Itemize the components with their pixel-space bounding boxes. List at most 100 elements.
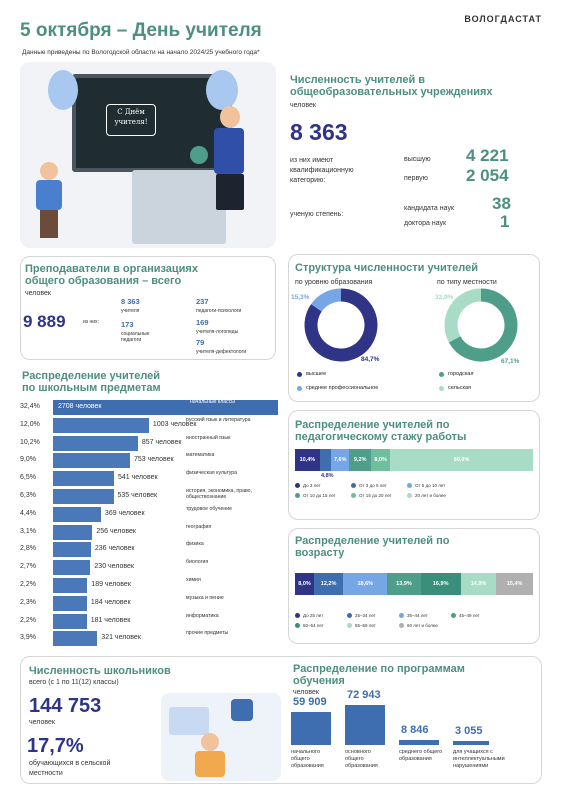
legend-label: 20 лет и более <box>415 493 446 498</box>
stacked-segment: 7,6% <box>331 449 350 471</box>
highest-label: высшую <box>404 156 431 163</box>
program-value: 3 055 <box>455 725 483 737</box>
subjects-title: Распределение учителей по школьным предм… <box>22 370 161 394</box>
stacked-segment: 60,0% <box>390 449 533 471</box>
experience-legend: До 3 лет От 3 до 5 лет От 5 до 10 лет От 10… <box>295 483 533 513</box>
category-label: химия <box>186 577 201 583</box>
teachers-total: 8 363 <box>290 119 348 145</box>
structure-left-label: по уровню образования <box>295 279 373 286</box>
donut-label: 84,7% <box>361 356 380 363</box>
subject-bar <box>53 417 149 433</box>
legend-item: высшее <box>297 371 326 377</box>
legend-label: 35–44 лет <box>407 613 428 618</box>
category-label: иностранный язык <box>186 434 231 441</box>
subject-bar <box>53 506 101 522</box>
legend-item: 60 лет и более <box>399 623 438 628</box>
staff-item-value: 169 <box>196 318 209 327</box>
globe-icon <box>190 146 208 164</box>
legend-dot <box>399 623 404 628</box>
students-unit: человек <box>29 719 55 726</box>
age-legend: До 25 лет 25–34 лет 35–44 лет 45–49 лет 50–5… <box>295 613 533 639</box>
category-label: трудовое обучение <box>186 505 233 512</box>
category-label: прочие предметы <box>186 630 229 637</box>
stacked-segment: 9,2% <box>349 449 372 471</box>
student-head <box>40 162 58 180</box>
value-label: 321 человек <box>101 634 141 642</box>
program-label: среднего общего образования <box>399 749 443 762</box>
donut-label: 32,9% <box>435 294 454 301</box>
programs-chart: 59 909 начального общего образования 72 94… <box>291 689 537 785</box>
donut-label: 67,1% <box>501 358 520 365</box>
subject-bar <box>53 524 93 540</box>
value-label: 535 человек <box>117 492 158 499</box>
pct-label: 3,9% <box>20 634 36 642</box>
teacher-desk <box>132 170 226 244</box>
legend-dot <box>407 483 412 488</box>
staff-item-label: учителя-дефектологи <box>196 349 247 355</box>
value-label: 753 человек <box>134 456 174 464</box>
staff-item-label: социальные педагоги <box>121 331 150 343</box>
staff-card: Преподаватели в организациях общего обра… <box>20 256 276 360</box>
value-label: 181 человек <box>90 616 131 624</box>
category-label: музыка и пение <box>186 594 224 601</box>
staff-title: Преподаватели в организациях общего обра… <box>25 263 198 287</box>
stacked-segment: 13,9% <box>387 573 421 595</box>
chalkboard <box>72 74 232 172</box>
donut-label: 15,3% <box>291 294 310 301</box>
value-label: 236 человек <box>94 545 135 553</box>
category-label: география <box>186 523 212 530</box>
staff-item-label: педагоги-психологи <box>196 308 242 314</box>
subjects-chart: 32,4% 2708 человек начальные классы 12,0% 10… <box>20 399 282 654</box>
donut-slice <box>311 288 342 312</box>
staff-item-value: 173 <box>121 320 134 329</box>
legend-dot <box>295 613 300 618</box>
students-illustration <box>161 693 281 781</box>
program-label: основного общего образования <box>345 749 378 769</box>
legend-label: От 10 до 15 лет <box>303 493 336 498</box>
age-bar: 8,0% 12,2% 18,6% 13,9% 16,9% 14,9% 15,4% <box>295 573 533 595</box>
program-label: начального общего образования <box>291 749 324 769</box>
rural-label: обучающихся в сельской местности <box>29 760 111 777</box>
staff-item-value: 237 <box>196 297 209 306</box>
structure-title: Структура численности учителей <box>295 262 478 274</box>
staff-item-value: 8 363 <box>121 297 140 306</box>
legend-dot <box>295 493 300 498</box>
first-value: 2 054 <box>466 166 509 185</box>
legend-label: От 15 до 20 лет <box>359 493 392 498</box>
teacher-skirt <box>216 174 244 210</box>
staff-of-which: из них: <box>83 319 99 325</box>
teachers-qual-label: из них имеют квалификационную категорию: <box>290 157 354 184</box>
legend-item: среднее профессиональное <box>297 385 378 391</box>
legend-item: От 5 до 10 лет <box>407 483 445 488</box>
teacher-illustration: С Днём учителя! <box>20 62 276 248</box>
pct-label: 2,2% <box>20 616 36 624</box>
legend-item: 50–54 лет <box>295 623 324 628</box>
legend-dot <box>351 493 356 498</box>
category-label: физика <box>186 541 204 548</box>
legend-label: 50–54 лет <box>303 623 324 628</box>
legend-item: 45–49 лет <box>451 613 480 618</box>
subject-bar <box>53 435 138 451</box>
donut-slice <box>448 288 518 362</box>
category-label: история, экономика, право, обществознани… <box>186 488 252 500</box>
programs-title: Распределение по программам обучения <box>293 663 465 687</box>
program-bar <box>453 741 489 745</box>
subject-bar <box>53 471 114 487</box>
student-legs <box>40 210 58 238</box>
subject-bar <box>53 578 88 593</box>
category-label: биология <box>186 559 209 566</box>
balloons-right <box>206 70 238 110</box>
pct-label: 12,0% <box>20 420 40 428</box>
staff-item-label: учителя-логопеды <box>196 329 239 335</box>
pct-label: 9,0% <box>20 456 36 464</box>
value-label: 369 человек <box>104 509 145 517</box>
legend-dot <box>295 483 300 488</box>
legend-label: От 5 до 10 лет <box>415 483 446 488</box>
pct-label: 6,3% <box>20 492 36 499</box>
stacked-segment: 10,4% <box>295 449 320 471</box>
category-label: математика <box>186 452 215 459</box>
stacked-segment: 8,0% <box>295 573 315 595</box>
subject-bar <box>53 560 91 576</box>
pct-label: 2,3% <box>20 598 36 606</box>
donut-slice <box>444 288 482 343</box>
